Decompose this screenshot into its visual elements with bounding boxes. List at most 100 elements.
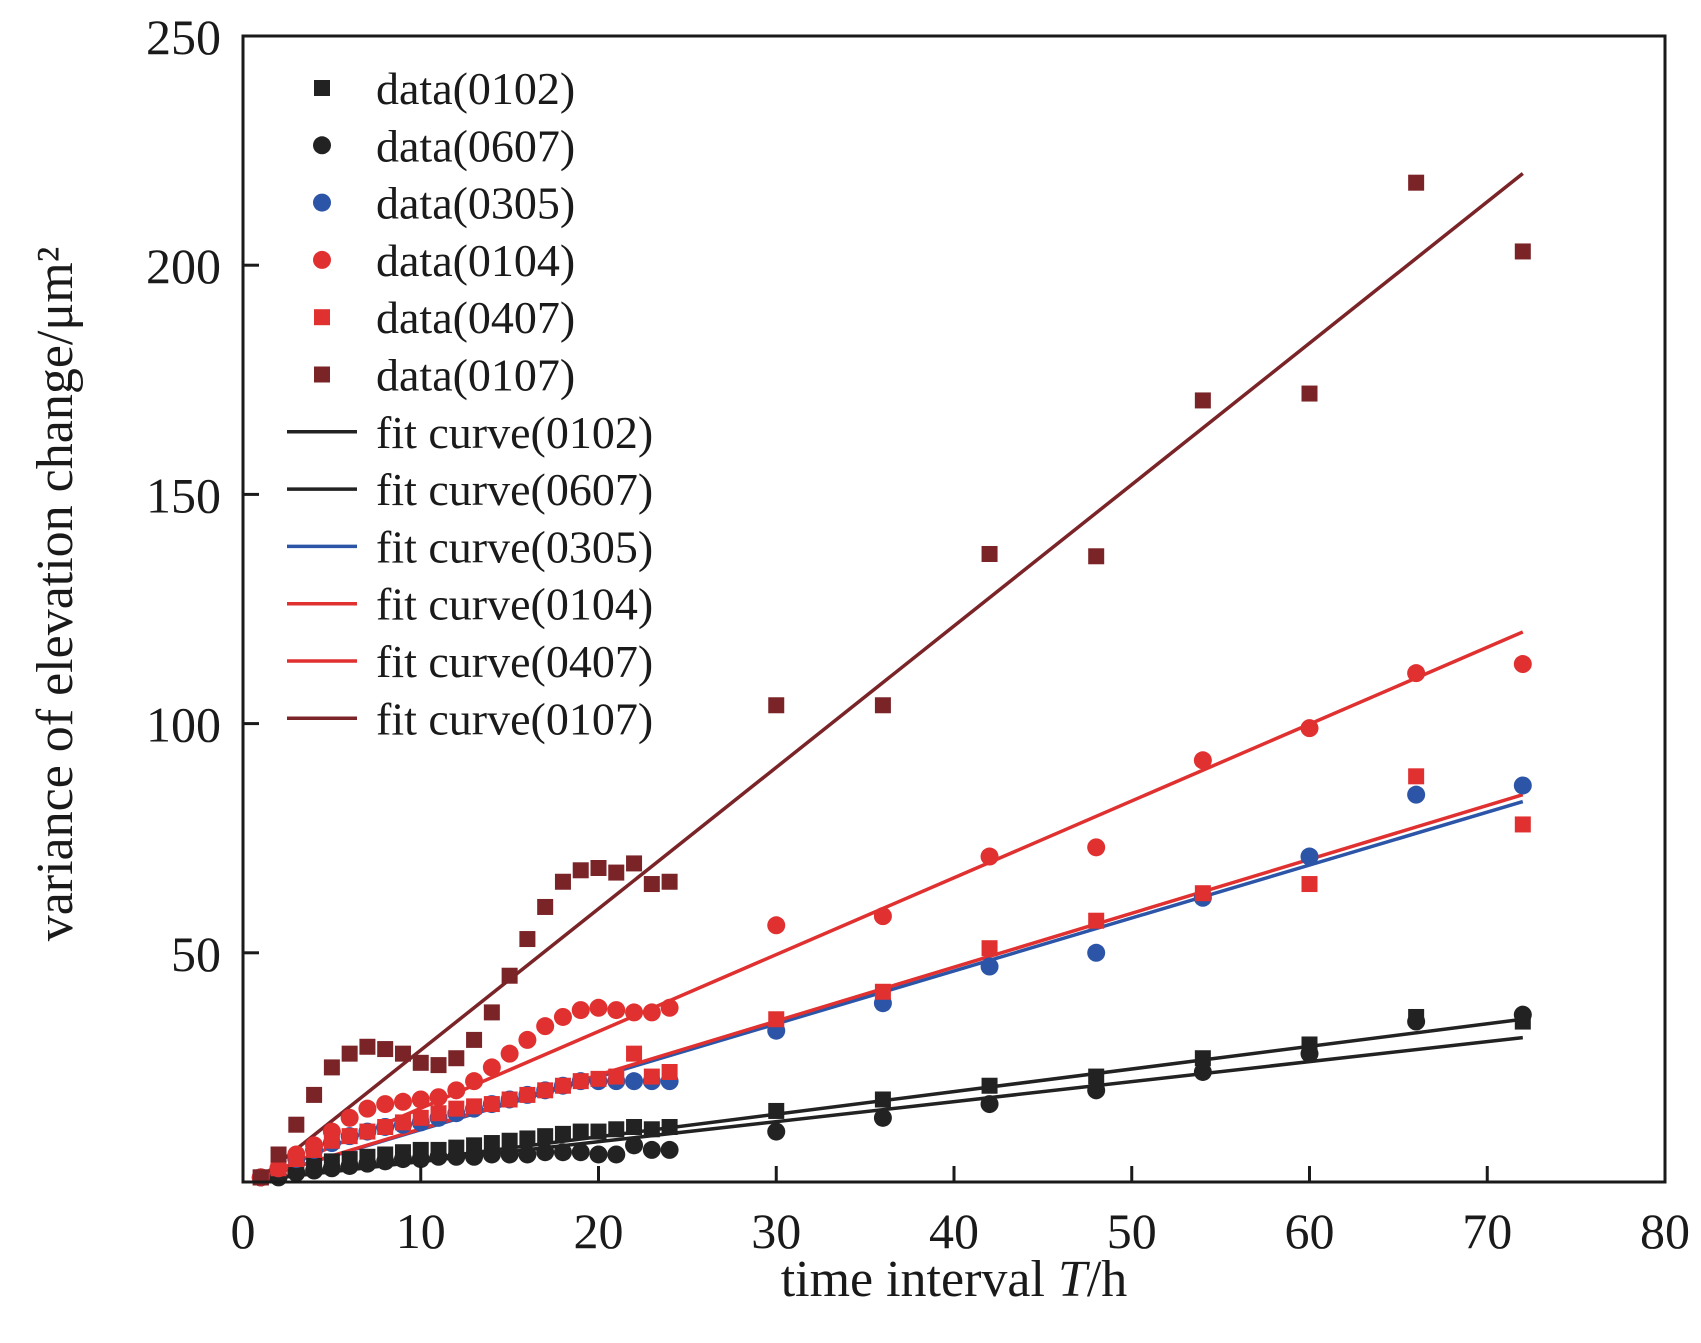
legend-item: data(0104) xyxy=(313,235,575,286)
data-point-circle xyxy=(500,1044,519,1063)
legend-label: fit curve(0107) xyxy=(376,693,653,744)
data-point-square xyxy=(1088,1068,1105,1085)
data-point-square xyxy=(1194,885,1211,902)
data-point-circle xyxy=(873,1108,892,1127)
data-point-circle xyxy=(429,1088,448,1107)
data-point-circle xyxy=(447,1081,466,1100)
data-point-circle xyxy=(536,1017,555,1036)
legend-label: fit curve(0102) xyxy=(376,407,653,458)
data-point-circle xyxy=(571,1001,590,1020)
y-tick-label: 150 xyxy=(146,467,221,523)
y-tick-label: 250 xyxy=(146,9,221,65)
data-point-square xyxy=(1514,816,1531,833)
y-axis-label: variance of elevation change/μm² xyxy=(27,247,84,942)
y-tick-label: 200 xyxy=(146,238,221,294)
data-point-circle xyxy=(340,1108,359,1127)
x-tick-label: 30 xyxy=(751,1203,801,1259)
x-tick-label: 60 xyxy=(1285,1203,1335,1259)
data-point-square xyxy=(412,1109,429,1126)
data-point-square xyxy=(377,1118,394,1135)
legend-label: fit curve(0305) xyxy=(376,521,653,572)
data-point-square xyxy=(288,1116,305,1133)
data-point-square xyxy=(661,1118,678,1135)
legend-label: data(0607) xyxy=(376,120,575,171)
data-point-square xyxy=(768,1102,785,1119)
data-point-square xyxy=(314,309,330,326)
data-point-square xyxy=(288,1151,305,1168)
legend-item: fit curve(0607) xyxy=(287,464,653,515)
data-point-square xyxy=(608,1121,625,1138)
data-point-square xyxy=(448,1050,465,1067)
fit-line xyxy=(260,792,1524,1180)
y-tick-label: 50 xyxy=(171,926,221,982)
data-point-circle xyxy=(1513,655,1532,674)
data-point-square xyxy=(314,80,330,96)
data-point-circle xyxy=(429,1147,448,1166)
data-point-circle xyxy=(518,1030,537,1049)
data-point-circle xyxy=(376,1095,395,1114)
data-point-square xyxy=(661,873,678,890)
data-point-square xyxy=(768,1011,785,1028)
data-point-circle xyxy=(305,1161,324,1180)
data-point-circle xyxy=(589,1145,608,1164)
fit-line xyxy=(259,172,1524,1179)
legend-item: data(0607) xyxy=(313,120,575,171)
data-point-circle xyxy=(313,250,331,269)
data-point-circle xyxy=(607,1001,626,1020)
data-point-square xyxy=(270,1146,287,1163)
data-point-circle xyxy=(1513,1005,1532,1024)
data-point-square xyxy=(1408,768,1425,785)
data-point-circle xyxy=(1087,838,1106,857)
data-point-circle xyxy=(518,1145,537,1164)
legend-item: fit curve(0102) xyxy=(287,407,653,458)
data-point-circle xyxy=(465,1147,484,1166)
data-point-circle xyxy=(1300,1044,1319,1063)
data-point-square xyxy=(1194,1050,1211,1067)
legend-item: fit curve(0104) xyxy=(287,579,653,630)
data-point-circle xyxy=(553,1143,572,1162)
data-point-square xyxy=(643,1068,660,1085)
data-point-circle xyxy=(767,1122,786,1141)
x-tick-label: 70 xyxy=(1462,1203,1512,1259)
legend-item: fit curve(0305) xyxy=(287,521,653,572)
data-point-square xyxy=(483,1004,500,1021)
data-point-square xyxy=(1301,876,1318,893)
legend-label: data(0102) xyxy=(376,63,575,114)
data-point-square xyxy=(554,1125,571,1142)
data-point-square xyxy=(394,1045,411,1062)
data-point-square xyxy=(359,1038,376,1055)
data-point-circle xyxy=(660,1140,679,1159)
legend-item: data(0305) xyxy=(313,178,575,229)
data-point-circle xyxy=(393,1150,412,1169)
legend-label: fit curve(0607) xyxy=(376,464,653,515)
data-point-square xyxy=(394,1114,411,1131)
x-tick-label: 80 xyxy=(1640,1203,1690,1259)
data-point-circle xyxy=(980,957,999,976)
data-point-square xyxy=(590,859,607,876)
data-point-circle xyxy=(1087,943,1106,962)
data-point-circle xyxy=(482,1145,501,1164)
data-point-square xyxy=(430,1105,447,1122)
data-point-square xyxy=(537,1082,554,1099)
data-point-square xyxy=(572,862,589,879)
data-point-circle xyxy=(411,1150,430,1169)
data-point-circle xyxy=(536,1143,555,1162)
data-point-square xyxy=(323,1059,340,1076)
data-point-circle xyxy=(1193,751,1212,770)
legend: data(0102) data(0607) data(0305) data(0104)… xyxy=(287,63,653,744)
data-point-square xyxy=(314,366,330,383)
data-point-square xyxy=(981,1077,998,1094)
data-point-circle xyxy=(607,1145,626,1164)
data-point-square xyxy=(519,931,536,948)
data-point-square xyxy=(981,940,998,957)
data-point-square xyxy=(501,1132,518,1149)
x-tick-label: 0 xyxy=(231,1203,256,1259)
data-point-circle xyxy=(767,916,786,935)
data-point-circle xyxy=(482,1058,501,1077)
y-tick-label: 100 xyxy=(146,697,221,753)
data-point-square xyxy=(643,1121,660,1138)
data-point-circle xyxy=(1300,847,1319,866)
data-point-square xyxy=(608,864,625,881)
data-point-circle xyxy=(447,1147,466,1166)
